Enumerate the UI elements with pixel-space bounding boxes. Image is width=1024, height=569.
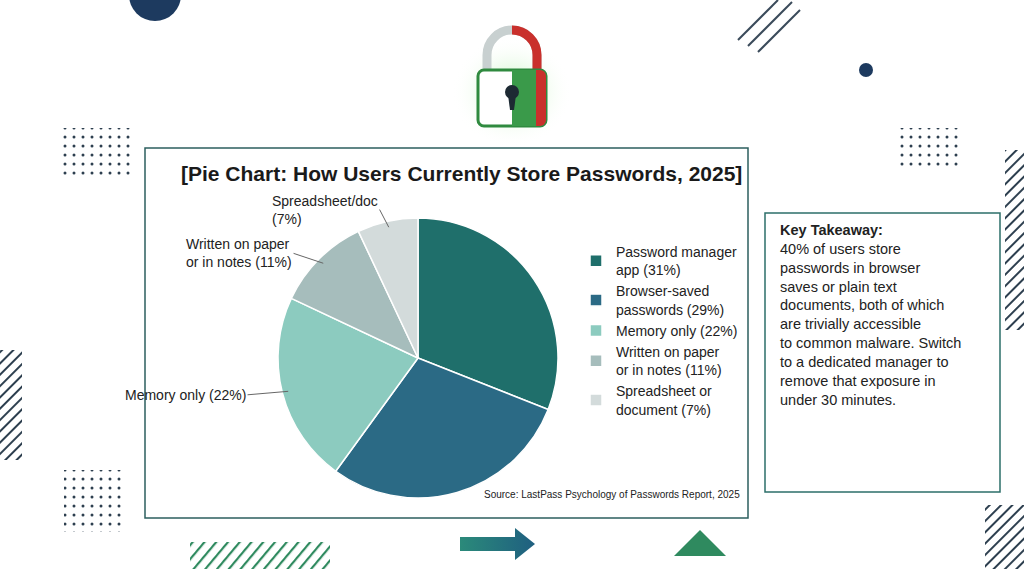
svg-text:Source: LastPass Psychology of: Source: LastPass Psychology of Passwords… <box>484 489 740 500</box>
svg-text:Memory only (22%): Memory only (22%) <box>125 387 246 403</box>
svg-text:Written on paperor in notes (1: Written on paperor in notes (11%) <box>186 236 292 270</box>
svg-text:Spreadsheet ordocument (7%): Spreadsheet ordocument (7%) <box>616 383 712 417</box>
svg-text:Key Takeaway:40% of users stor: Key Takeaway:40% of users storepasswords… <box>780 222 961 408</box>
svg-text:Memory only (22%): Memory only (22%) <box>616 323 737 339</box>
svg-text:Spreadsheet/doc(7%): Spreadsheet/doc(7%) <box>272 193 378 227</box>
svg-text:Written on paperor in notes (1: Written on paperor in notes (11%) <box>616 344 722 378</box>
svg-text:Browser-savedpasswords (29%): Browser-savedpasswords (29%) <box>616 283 724 317</box>
svg-text:Password managerapp (31%): Password managerapp (31%) <box>616 244 737 278</box>
svg-text:[Pie Chart: How Users Currentl: [Pie Chart: How Users Currently Store Pa… <box>181 162 742 185</box>
